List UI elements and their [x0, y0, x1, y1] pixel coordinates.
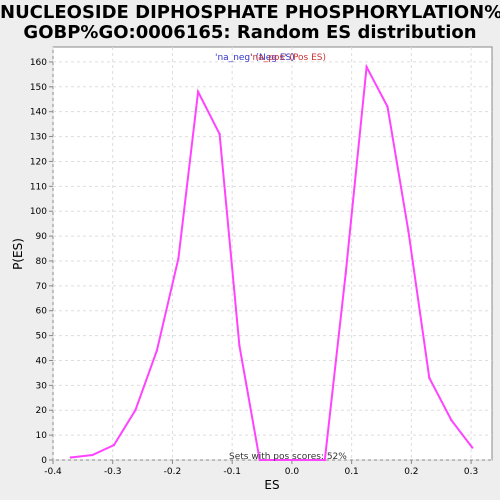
- data-point: [91, 453, 94, 457]
- x-tick-label: 0.0: [285, 467, 300, 477]
- y-tick-label: 20: [36, 406, 48, 416]
- data-points: [69, 65, 474, 462]
- data-point: [407, 229, 410, 233]
- x-tick-label: -0.2: [164, 467, 182, 477]
- y-tick-label: 70: [36, 282, 48, 292]
- y-tick-label: 80: [36, 257, 48, 267]
- chart-title-line-2: GOBP%GO:0006165: Random ES distribution: [23, 22, 477, 43]
- data-point: [258, 458, 261, 462]
- data-point: [155, 349, 159, 352]
- data-point: [177, 257, 180, 260]
- y-tick-labels: 0 10 20 30 40 50 60 70 80 90 100 110 120 130 140 150 160: [30, 58, 47, 466]
- data-point: [69, 456, 73, 459]
- plot-background: [52, 46, 493, 461]
- series-line-pes: [70, 63, 474, 461]
- data-point: [134, 409, 137, 412]
- y-tick-label: 0: [41, 456, 47, 466]
- legend-pos-entry: 'na_pos' (Pos ES): [250, 53, 326, 63]
- x-tick-label: 0.2: [404, 467, 418, 477]
- y-tick-label: 150: [30, 83, 47, 93]
- y-tick-label: 140: [30, 108, 47, 118]
- y-tick-label: 100: [30, 207, 47, 217]
- data-point: [365, 65, 368, 69]
- y-tick-label: 30: [36, 381, 48, 391]
- y-tick-label: 160: [30, 58, 47, 68]
- data-point: [344, 272, 347, 275]
- y-tick-label: 10: [36, 431, 48, 441]
- data-point: [218, 132, 221, 136]
- y-tick-label: 130: [30, 133, 47, 143]
- data-point: [471, 446, 474, 449]
- grid-lines: [52, 47, 492, 461]
- y-tick-label: 90: [36, 232, 48, 242]
- data-point: [238, 344, 241, 347]
- x-axis-label: ES: [264, 478, 279, 492]
- x-tick-label: -0.3: [104, 467, 122, 477]
- chart-title-line-1: NUCLEOSIDE DIPHOSPHATE PHOSPHORYLATION%: [0, 2, 500, 23]
- legend-neg-entry: 'na_neg' (Neg ES): [215, 53, 295, 63]
- y-axis-label: P(ES): [11, 238, 25, 270]
- x-tick-label: -0.1: [223, 467, 241, 477]
- data-point: [386, 105, 389, 108]
- y-tick-label: 40: [36, 356, 48, 366]
- y-tick-label: 50: [36, 332, 48, 342]
- x-tick-label: -0.4: [44, 467, 62, 477]
- y-tick-label: 60: [36, 307, 48, 317]
- data-point: [196, 90, 200, 93]
- x-tick-label: 0.3: [464, 467, 478, 477]
- y-tick-label: 110: [30, 182, 47, 192]
- x-tick-label: 0.1: [344, 467, 358, 477]
- data-point: [323, 458, 326, 462]
- pos-scores-annotation: Sets with pos scores: 52%: [229, 452, 347, 462]
- data-point: [112, 443, 116, 447]
- axis-ticks: [49, 61, 472, 464]
- x-tick-labels: -0.4 -0.3 -0.2 -0.1 0.0 0.1 0.2 0.3: [44, 467, 478, 477]
- y-tick-label: 120: [30, 157, 47, 167]
- data-point: [450, 418, 453, 422]
- data-point: [428, 376, 431, 380]
